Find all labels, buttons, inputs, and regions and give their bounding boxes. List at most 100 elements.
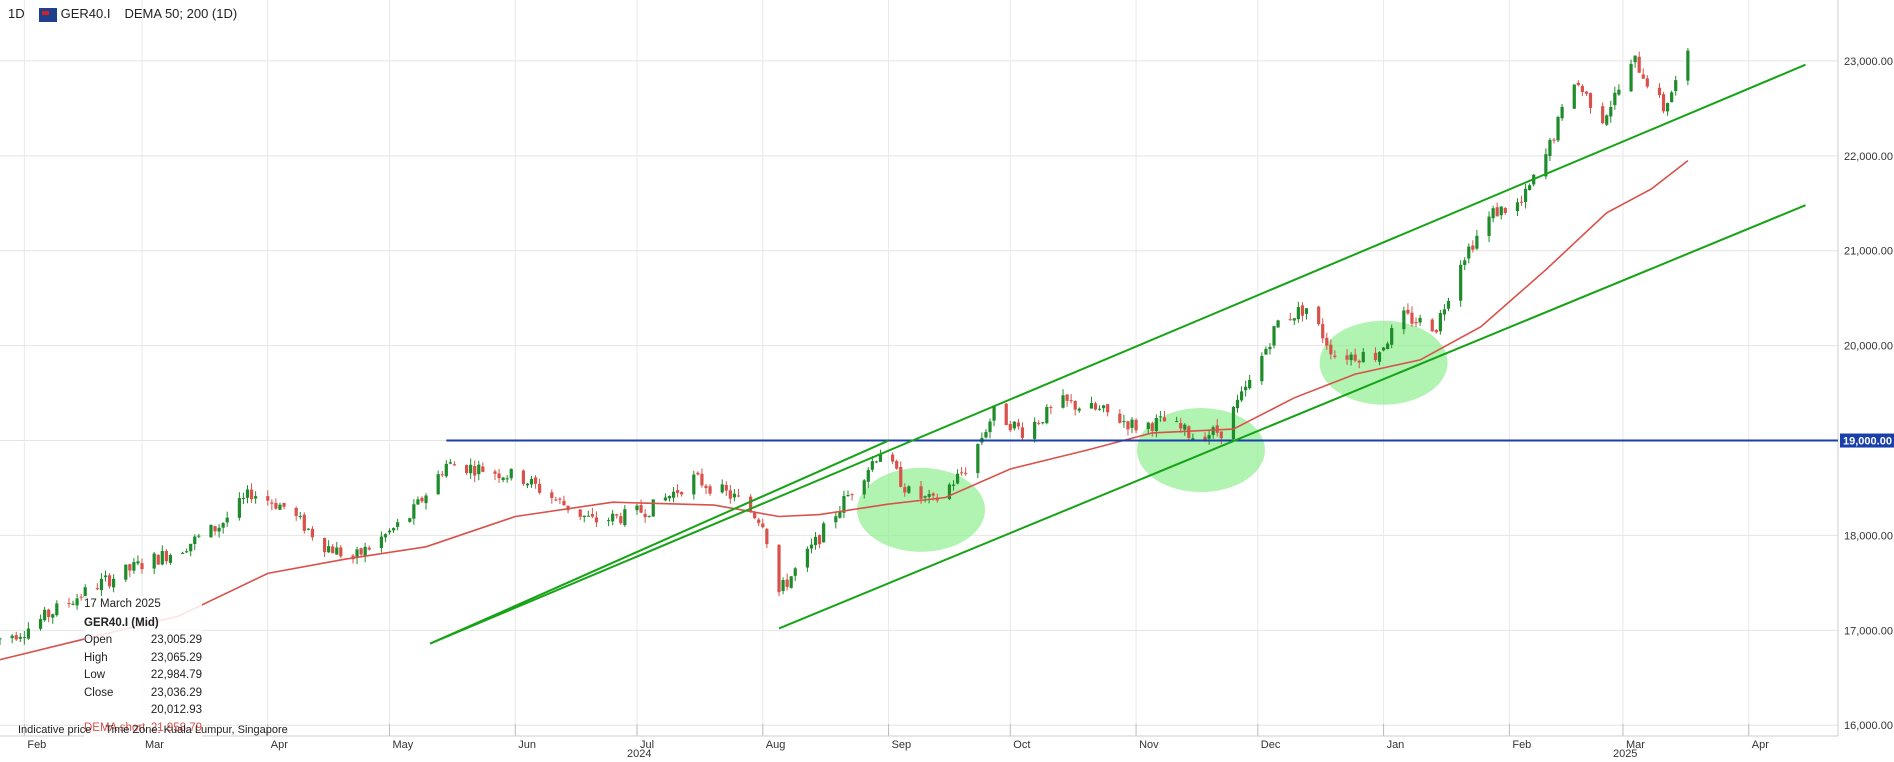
low-label: Low (84, 669, 106, 681)
candle-body (436, 474, 440, 495)
candle-body (586, 515, 590, 517)
candle-body (1020, 427, 1025, 438)
candle-body (1296, 307, 1300, 320)
candle-body (1333, 355, 1337, 357)
candle-body (643, 513, 647, 518)
year-label: 2025 (1613, 748, 1637, 760)
candle-body (891, 454, 895, 462)
price-axis-bg (1838, 0, 1894, 762)
candle-body (951, 484, 956, 486)
close-value: 23,036.29 (150, 686, 202, 699)
candle-body (1264, 348, 1268, 355)
high-label: High (84, 651, 108, 664)
candle-body (1211, 427, 1215, 435)
candle-body (1093, 403, 1098, 410)
candle-body (590, 514, 594, 517)
channel-line-lower (778, 204, 1806, 630)
candle-body (278, 504, 282, 510)
dema-short-label: DEMA short (84, 721, 146, 734)
timeframe-label[interactable]: 1D (8, 6, 25, 22)
candle-body (582, 515, 586, 518)
candle-body (1637, 56, 1641, 73)
candle-body (1645, 78, 1649, 87)
candle-body (448, 462, 452, 464)
candle-body (416, 499, 420, 505)
candle-body (1390, 328, 1394, 345)
candle-body (842, 496, 846, 513)
candle-body (1601, 106, 1605, 124)
y-tick-label: 23,000.00 (1844, 56, 1893, 68)
candle-body (931, 493, 935, 496)
candle-body (899, 466, 903, 487)
x-tick-label: Jan (1387, 739, 1405, 751)
indicator-label[interactable]: DEMA 50; 200 (1D) (124, 6, 238, 22)
y-tick-label: 16,000.00 (1844, 720, 1893, 732)
candle-body (521, 470, 526, 484)
chart-header: 1D GER40.I DEMA 50; 200 (1D) (8, 6, 237, 22)
candle-body (1235, 399, 1240, 409)
candle-body (509, 468, 513, 479)
candle-body (245, 489, 250, 498)
candle-body (1381, 347, 1386, 351)
candle-body (383, 534, 388, 538)
candle-body (55, 603, 59, 616)
candle-body (95, 588, 99, 590)
candle-body (1268, 346, 1272, 350)
candle-body (809, 544, 814, 549)
candle-body (834, 516, 838, 523)
candle-body (440, 474, 444, 476)
y-tick-label: 21,000.00 (1844, 246, 1893, 258)
x-tick-label: Apr (271, 739, 288, 751)
candle-body (1069, 400, 1073, 402)
candle-body (327, 546, 331, 553)
candle-body (294, 507, 298, 516)
candle-body (1321, 324, 1325, 339)
support-price-tag (1840, 433, 1894, 448)
candle-body (1183, 424, 1187, 430)
candle-body (1609, 107, 1613, 117)
candle-body (412, 504, 416, 519)
candle-body (339, 547, 343, 557)
candle-body (647, 515, 651, 517)
x-tick-label: Mar (1626, 739, 1645, 751)
candle-body (1349, 354, 1353, 361)
candle-body (1260, 355, 1264, 382)
low-value: 22,984.79 (150, 669, 202, 681)
candle-body (635, 505, 639, 511)
symbol-label[interactable]: GER40.I (60, 6, 111, 21)
candle-body (1629, 63, 1633, 92)
candle-body (408, 518, 412, 522)
candle-body (607, 520, 611, 522)
candle-body (1617, 89, 1621, 95)
candle-body (1329, 344, 1333, 355)
candle-body (209, 524, 213, 538)
candle-body (493, 471, 497, 474)
candle-body (704, 485, 708, 488)
candle-body (874, 461, 878, 463)
candle-body (473, 466, 477, 476)
candle-body (781, 580, 785, 591)
candle-body (331, 546, 335, 554)
candle-body (452, 464, 457, 466)
candle-body (156, 554, 160, 565)
candle-body (1386, 343, 1390, 349)
candle-body (1467, 246, 1471, 259)
candle-body (83, 587, 87, 598)
candle-body (193, 536, 197, 545)
candle-body (1434, 329, 1438, 333)
candle-body (1665, 103, 1670, 112)
candle-body (355, 549, 359, 558)
candle-body (817, 535, 822, 545)
support-price-label: 19,000.00 (1843, 436, 1892, 448)
candle-body (680, 492, 684, 495)
candle-body (1122, 421, 1126, 423)
candle-body (724, 485, 728, 491)
candle-body (671, 491, 676, 498)
candle-body (1418, 317, 1422, 323)
flag-icon (38, 7, 57, 22)
candle-body (107, 575, 112, 587)
candle-body (363, 546, 367, 556)
candle-body (1686, 50, 1690, 81)
candle-body (1179, 423, 1183, 429)
